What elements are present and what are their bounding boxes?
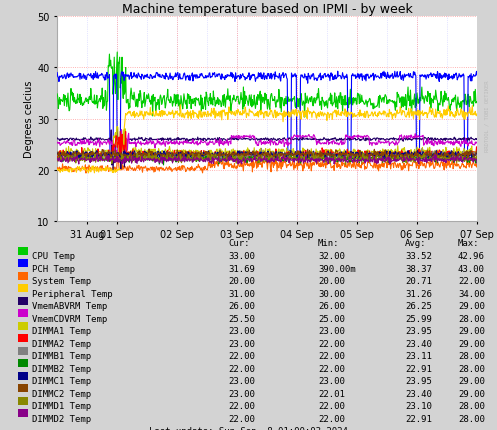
Bar (18, 335, 28, 342)
Text: 22.00: 22.00 (318, 351, 345, 360)
Text: 33.52: 33.52 (405, 252, 432, 261)
Text: 28.00: 28.00 (458, 414, 485, 423)
Text: 25.00: 25.00 (318, 314, 345, 323)
Text: 23.40: 23.40 (405, 389, 432, 398)
Bar (18, 359, 28, 367)
Text: 22.00: 22.00 (228, 401, 255, 410)
Text: 22.00: 22.00 (318, 401, 345, 410)
Bar (18, 396, 28, 405)
Text: VmemABVRM Temp: VmemABVRM Temp (32, 301, 107, 310)
Text: 23.00: 23.00 (228, 389, 255, 398)
Text: VmemCDVRM Temp: VmemCDVRM Temp (32, 314, 107, 323)
Text: 23.00: 23.00 (318, 326, 345, 335)
Text: Max:: Max: (458, 239, 480, 248)
Text: DIMMD1 Temp: DIMMD1 Temp (32, 401, 91, 410)
Bar (18, 297, 28, 305)
Text: 28.00: 28.00 (458, 401, 485, 410)
Text: 22.00: 22.00 (228, 364, 255, 373)
Bar (18, 285, 28, 292)
Text: 31.69: 31.69 (228, 264, 255, 273)
Text: 29.00: 29.00 (458, 389, 485, 398)
Text: 23.00: 23.00 (228, 339, 255, 348)
Text: RRDTOOL / TOBI OETIKER: RRDTOOL / TOBI OETIKER (485, 80, 490, 152)
Text: 22.00: 22.00 (318, 364, 345, 373)
Bar (18, 347, 28, 355)
Text: 23.95: 23.95 (405, 326, 432, 335)
Text: 29.00: 29.00 (458, 376, 485, 385)
Text: Peripheral Temp: Peripheral Temp (32, 289, 113, 298)
Text: 32.00: 32.00 (318, 252, 345, 261)
Text: 23.00: 23.00 (228, 376, 255, 385)
Title: Machine temperature based on IPMI - by week: Machine temperature based on IPMI - by w… (122, 3, 413, 16)
Text: DIMMB1 Temp: DIMMB1 Temp (32, 351, 91, 360)
Text: 23.11: 23.11 (405, 351, 432, 360)
Text: 38.37: 38.37 (405, 264, 432, 273)
Text: 23.00: 23.00 (318, 376, 345, 385)
Text: 29.00: 29.00 (458, 301, 485, 310)
Text: 28.00: 28.00 (458, 351, 485, 360)
Bar (18, 322, 28, 330)
Bar (18, 409, 28, 417)
Bar (18, 260, 28, 267)
Text: 390.00m: 390.00m (318, 264, 356, 273)
Text: Min:: Min: (318, 239, 339, 248)
Text: 22.00: 22.00 (458, 276, 485, 286)
Bar (18, 310, 28, 317)
Text: CPU Temp: CPU Temp (32, 252, 75, 261)
Text: 22.00: 22.00 (228, 351, 255, 360)
Bar (18, 272, 28, 280)
Text: 31.00: 31.00 (228, 289, 255, 298)
Text: 29.00: 29.00 (458, 326, 485, 335)
Text: 23.95: 23.95 (405, 376, 432, 385)
Text: 29.00: 29.00 (458, 339, 485, 348)
Text: Avg:: Avg: (405, 239, 426, 248)
Text: 22.00: 22.00 (318, 414, 345, 423)
Text: 31.26: 31.26 (405, 289, 432, 298)
Text: DIMMD2 Temp: DIMMD2 Temp (32, 414, 91, 423)
Text: 22.00: 22.00 (318, 339, 345, 348)
Text: 20.00: 20.00 (318, 276, 345, 286)
Text: 20.00: 20.00 (228, 276, 255, 286)
Text: 25.50: 25.50 (228, 314, 255, 323)
Text: 23.10: 23.10 (405, 401, 432, 410)
Text: 43.00: 43.00 (458, 264, 485, 273)
Text: 26.00: 26.00 (318, 301, 345, 310)
Text: DIMMA2 Temp: DIMMA2 Temp (32, 339, 91, 348)
Y-axis label: Degrees celcius: Degrees celcius (24, 81, 34, 158)
Text: 22.00: 22.00 (228, 414, 255, 423)
Text: 22.91: 22.91 (405, 414, 432, 423)
Text: DIMMC2 Temp: DIMMC2 Temp (32, 389, 91, 398)
Text: 34.00: 34.00 (458, 289, 485, 298)
Text: 30.00: 30.00 (318, 289, 345, 298)
Text: 20.71: 20.71 (405, 276, 432, 286)
Text: 22.91: 22.91 (405, 364, 432, 373)
Text: 28.00: 28.00 (458, 314, 485, 323)
Text: 22.01: 22.01 (318, 389, 345, 398)
Text: PCH Temp: PCH Temp (32, 264, 75, 273)
Text: 23.00: 23.00 (228, 326, 255, 335)
Text: DIMMC1 Temp: DIMMC1 Temp (32, 376, 91, 385)
Bar (18, 247, 28, 255)
Text: 28.00: 28.00 (458, 364, 485, 373)
Text: Cur:: Cur: (228, 239, 249, 248)
Text: DIMMA1 Temp: DIMMA1 Temp (32, 326, 91, 335)
Text: 26.25: 26.25 (405, 301, 432, 310)
Text: 33.00: 33.00 (228, 252, 255, 261)
Text: System Temp: System Temp (32, 276, 91, 286)
Bar (18, 372, 28, 380)
Bar (18, 384, 28, 392)
Text: 26.00: 26.00 (228, 301, 255, 310)
Text: 42.96: 42.96 (458, 252, 485, 261)
Text: DIMMB2 Temp: DIMMB2 Temp (32, 364, 91, 373)
Text: 25.99: 25.99 (405, 314, 432, 323)
Text: 23.40: 23.40 (405, 339, 432, 348)
Text: Last update: Sun Sep  8 01:00:03 2024: Last update: Sun Sep 8 01:00:03 2024 (149, 426, 347, 430)
